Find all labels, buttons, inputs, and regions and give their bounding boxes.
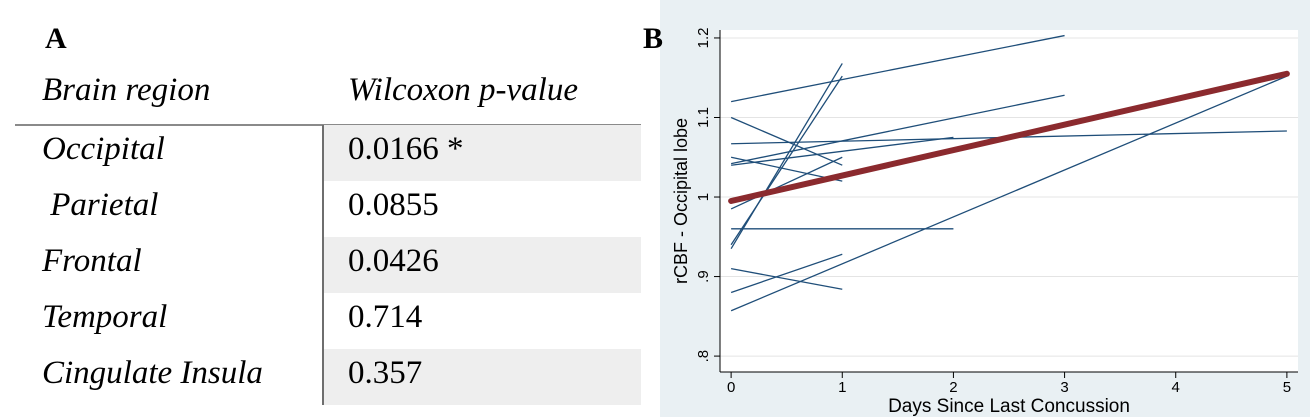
panel-label-a: A <box>45 22 67 55</box>
subject-line <box>730 156 843 210</box>
table-row: Cingulate Insula 0.357 <box>0 349 641 405</box>
table-row: Frontal 0.0426 <box>0 237 641 293</box>
x-tick-label: 5 <box>1283 379 1291 396</box>
column-header-region: Brain region <box>42 72 211 108</box>
pvalue-cell: 0.714 <box>348 299 423 335</box>
column-divider <box>322 125 324 405</box>
subject-line <box>731 136 954 166</box>
line-chart: 0 1 2 3 4 5.8.911.11.2 rCBF - Occipital lobe … <box>671 28 1298 417</box>
x-tick-label: 4 <box>1172 379 1180 396</box>
region-cell: Occipital <box>42 131 165 167</box>
y-axis-label: rCBF - Occipital lobe <box>671 118 691 284</box>
chart-panel: 0 1 2 3 4 5.8.9 1 1.1 1.2 rCBF - Occipital lobe … <box>660 0 1310 417</box>
gridlines <box>720 37 1298 357</box>
x-tick-label: 2 <box>949 379 957 396</box>
y-tick-label: .8 <box>695 350 712 363</box>
pvalue-cell: 0.357 <box>348 355 423 391</box>
fit-line-group <box>728 70 1290 204</box>
table-row: Occipital 0.0166 * <box>0 125 641 181</box>
subject-line <box>730 75 1288 312</box>
subject-line <box>730 75 843 246</box>
y-tick-label: 1.2 <box>695 28 712 49</box>
x-tick-label: 0 <box>727 379 735 396</box>
y-tick-label: 1.1 <box>695 107 712 128</box>
column-header-pvalue: Wilcoxon p-value <box>348 72 579 108</box>
table-panel: A Brain region Wilcoxon p-value Occipita… <box>0 22 641 405</box>
region-cell: Cingulate Insula <box>42 355 263 391</box>
table-row: Parietal 0.0855 <box>0 181 641 237</box>
y-tick-label: .9 <box>695 270 712 283</box>
subject-line <box>730 267 843 290</box>
subject-line <box>730 253 843 294</box>
table-row: Temporal 0.714 <box>0 293 641 349</box>
subject-line <box>730 63 843 250</box>
x-tick-label: 3 <box>1060 379 1068 396</box>
panel-label-b: B <box>643 22 664 55</box>
region-cell: Frontal <box>42 243 142 279</box>
x-axis-label: Days Since Last Concussion <box>888 396 1130 417</box>
pvalue-cell: 0.0166 * <box>348 131 464 167</box>
region-cell: Parietal <box>42 187 159 223</box>
subject-line <box>730 116 843 166</box>
axes: 0 1 2 3 4 5 .8 .9 1 1.1 1.2 <box>695 28 1298 396</box>
subject-line <box>730 34 1065 103</box>
fit-line <box>728 70 1290 204</box>
subject-line <box>730 94 1065 165</box>
y-tick-label: 1 <box>695 193 712 201</box>
plot-area <box>720 30 1298 372</box>
region-cell: Temporal <box>42 299 168 335</box>
subject-lines <box>730 34 1288 312</box>
x-tick-label: 1 <box>838 379 846 396</box>
pvalue-cell: 0.0426 <box>348 243 439 279</box>
pvalue-cell: 0.0855 <box>348 187 439 223</box>
